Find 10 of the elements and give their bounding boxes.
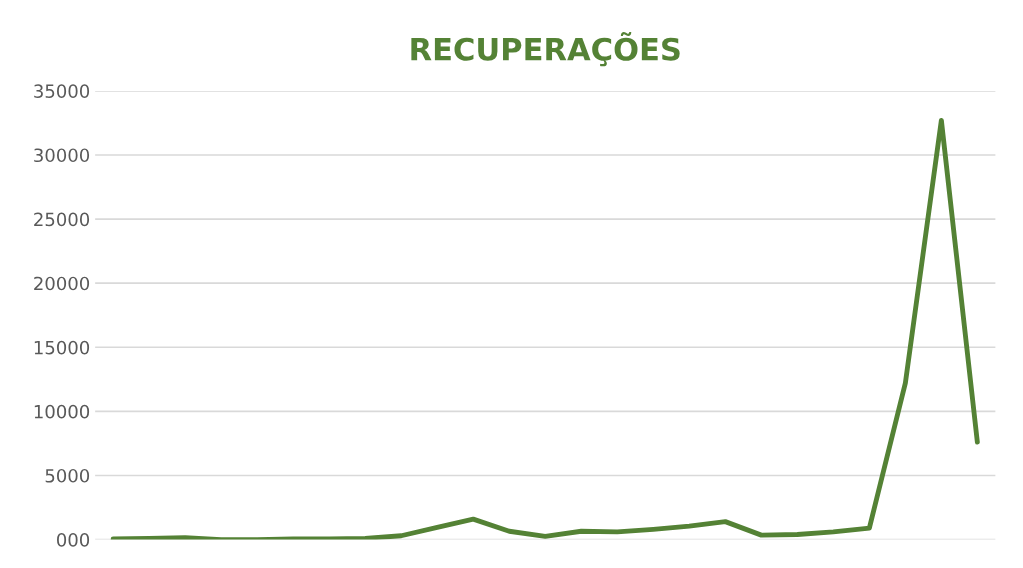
y-tick-label: 5000 <box>45 468 90 483</box>
y-tick-label: 15000 <box>34 340 90 355</box>
y-tick-label: 25000 <box>34 212 90 227</box>
y-tick-label: 000 <box>57 533 90 547</box>
y-tick-label: 30000 <box>34 148 90 163</box>
y-tick-label: 20000 <box>34 276 90 291</box>
chart-title: RECUPERAÇÕES <box>411 32 680 67</box>
y-tick-label: 35000 <box>34 84 90 98</box>
line-series <box>110 117 980 540</box>
y-tick-label: 10000 <box>34 404 90 419</box>
